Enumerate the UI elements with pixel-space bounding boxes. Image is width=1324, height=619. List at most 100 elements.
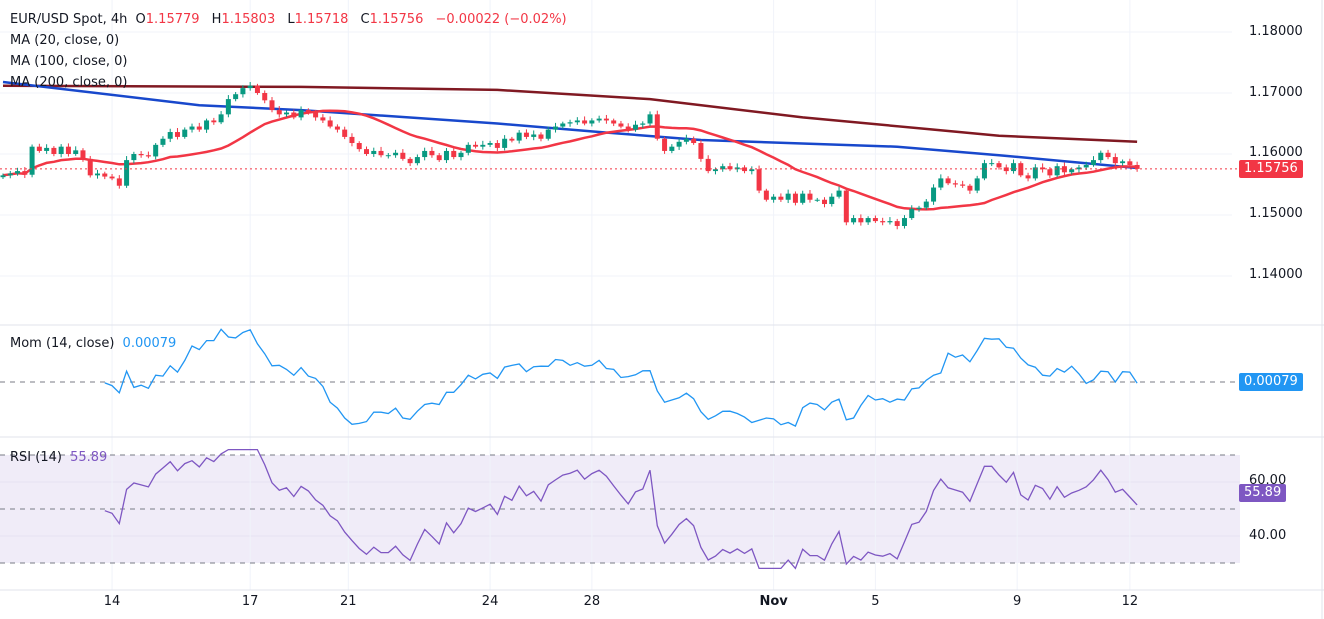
- mom-legend[interactable]: Mom (14, close) 0.00079: [10, 335, 180, 353]
- ma100-legend[interactable]: MA (100, close, 0): [10, 54, 128, 69]
- price-change: −0.00022 (−0.02%): [435, 12, 567, 27]
- candle-body: [240, 88, 246, 95]
- time-tick: 24: [481, 594, 499, 609]
- candle-body: [1069, 169, 1075, 173]
- candle-body: [87, 158, 93, 176]
- candle-body: [909, 208, 915, 219]
- candle-body: [1091, 160, 1096, 165]
- candle-body: [676, 141, 682, 147]
- candle-body: [385, 155, 391, 157]
- candle-body: [756, 169, 762, 191]
- candle-body: [814, 199, 820, 201]
- candle-body: [422, 150, 428, 158]
- time-tick: 12: [1121, 594, 1139, 609]
- candle-body: [800, 193, 806, 203]
- candle-body: [662, 138, 668, 151]
- candle-body: [792, 193, 798, 203]
- candle-body: [698, 143, 704, 159]
- candle-body: [371, 150, 377, 154]
- price-tick: 1.15000: [1249, 206, 1303, 221]
- symbol-title[interactable]: EUR/USD Spot, 4h: [10, 12, 128, 27]
- candle-body: [182, 129, 188, 137]
- candle-body: [872, 218, 878, 222]
- candle-body: [807, 193, 813, 200]
- price-tick: 1.16000: [1249, 145, 1303, 160]
- candle-body: [204, 120, 210, 130]
- time-tick: Nov: [759, 594, 788, 609]
- candle-body: [887, 221, 893, 223]
- candle-body: [880, 221, 886, 223]
- candle-body: [523, 132, 529, 137]
- candle-body: [22, 171, 28, 175]
- candle-body: [843, 190, 849, 223]
- candle-body: [1112, 157, 1118, 164]
- candle-body: [712, 169, 718, 172]
- candle-body: [211, 120, 217, 123]
- candle-body: [262, 93, 268, 101]
- candle-body: [0, 175, 6, 178]
- candle-body: [632, 124, 638, 130]
- candle-body: [742, 167, 748, 172]
- candle-body: [1120, 161, 1126, 164]
- time-tick: 17: [241, 594, 259, 609]
- candle-body: [356, 143, 362, 150]
- time-tick: 28: [583, 594, 601, 609]
- candle-body: [342, 129, 348, 137]
- candle-body: [785, 193, 791, 200]
- time-tick: 21: [340, 594, 357, 609]
- symbol-legend: EUR/USD Spot, 4h O1.15779 H1.15803 L1.15…: [10, 11, 571, 29]
- candle-body: [480, 144, 486, 147]
- candle-body: [640, 123, 646, 125]
- candle-body: [51, 147, 57, 154]
- rsi-legend[interactable]: RSI (14) 55.89: [10, 449, 111, 467]
- candle-body: [494, 143, 500, 148]
- candle-body: [654, 114, 660, 139]
- candle-body: [1105, 152, 1111, 158]
- candle-body: [327, 120, 333, 127]
- candle-body: [451, 150, 457, 158]
- candle-body: [95, 173, 101, 176]
- candle-body: [589, 120, 595, 124]
- candle-body: [458, 152, 464, 158]
- ohlc-open: O1.15779: [135, 12, 200, 27]
- candle-body: [1025, 175, 1031, 179]
- candle-body: [894, 221, 900, 226]
- candle-body: [276, 110, 282, 115]
- candle-body: [960, 184, 966, 186]
- candle-body: [851, 218, 857, 223]
- candle-body: [284, 112, 290, 115]
- candle-body: [15, 171, 21, 174]
- candle-body: [1011, 163, 1017, 172]
- candle-body: [545, 129, 551, 139]
- candle-body: [393, 152, 399, 156]
- candle-body: [516, 132, 522, 141]
- rsi-tick: 40.00: [1249, 528, 1287, 543]
- candle-body: [1047, 169, 1053, 176]
- candle-body: [560, 123, 566, 127]
- candle-body: [502, 138, 508, 148]
- candle-body: [720, 166, 726, 170]
- momentum-line: [104, 328, 1138, 427]
- candle-body: [247, 85, 253, 89]
- candle-body: [1061, 166, 1067, 173]
- candle-body: [858, 218, 864, 223]
- ma200-legend[interactable]: MA (200, close, 0): [10, 75, 128, 90]
- candle-body: [603, 118, 609, 121]
- candle-body: [981, 163, 987, 179]
- candle-body: [596, 118, 602, 121]
- candle-body: [553, 126, 559, 130]
- candle-body: [771, 196, 777, 200]
- candle-body: [429, 150, 435, 156]
- ma20-legend[interactable]: MA (20, close, 0): [10, 33, 120, 48]
- candle-body: [225, 99, 231, 115]
- candle-body: [734, 167, 740, 170]
- candle-body: [683, 138, 689, 142]
- candle-body: [218, 114, 224, 123]
- candle-body: [1127, 161, 1133, 165]
- candle-body: [1098, 152, 1104, 161]
- ohlc-high: H1.15803: [211, 12, 276, 27]
- candle-body: [233, 94, 239, 100]
- candle-body: [320, 117, 326, 121]
- candle-body: [414, 157, 420, 164]
